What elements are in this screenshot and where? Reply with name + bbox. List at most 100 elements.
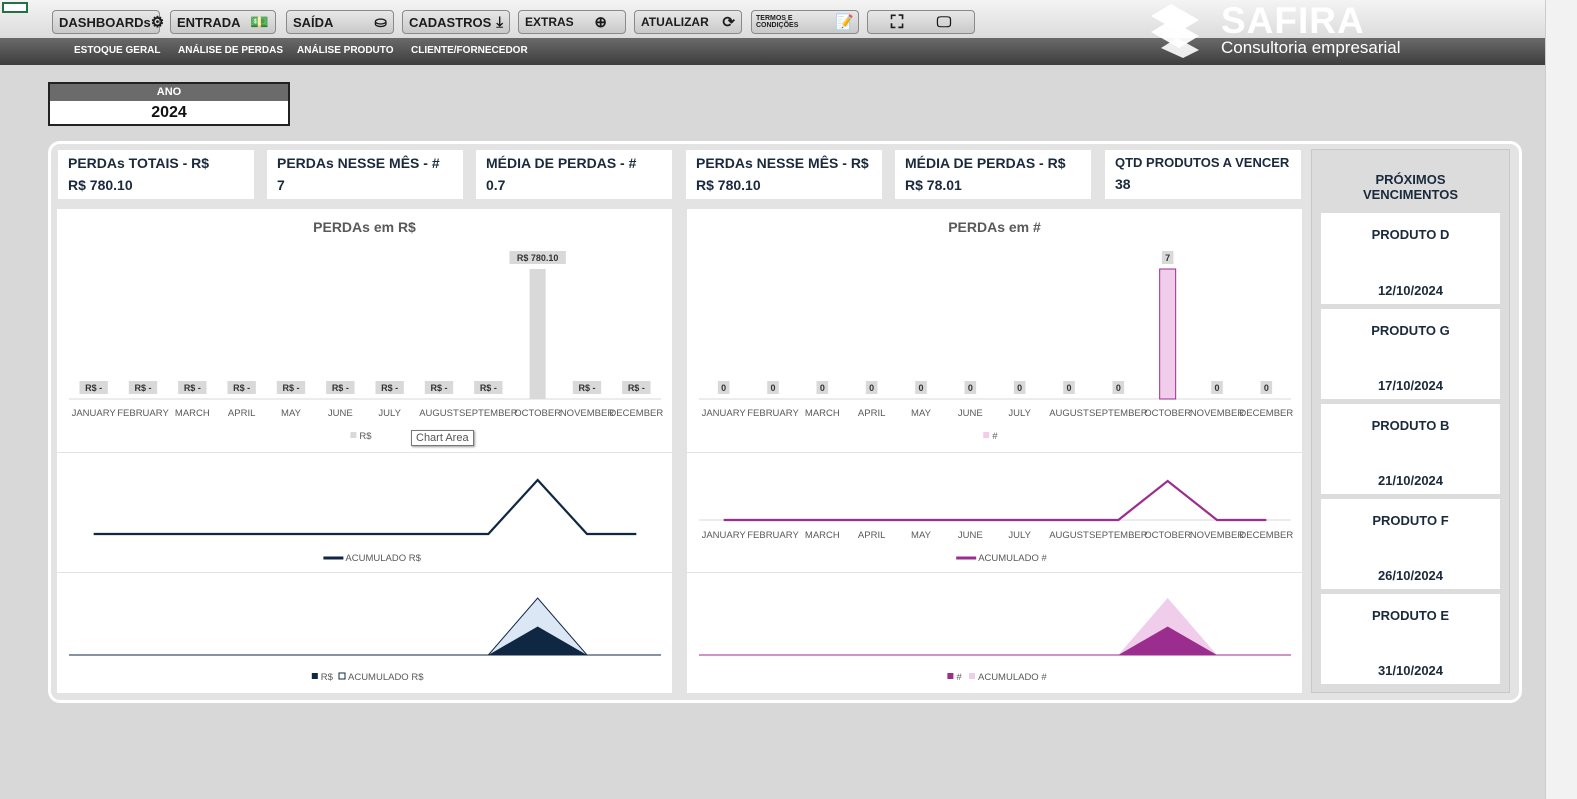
- entrada-button[interactable]: ENTRADA 💵: [170, 10, 276, 34]
- monitor-icon[interactable]: 🖵: [936, 13, 952, 31]
- chart-title: PERDAs em #: [948, 219, 1041, 235]
- kpi-title: MÉDIA DE PERDAS - #: [486, 155, 637, 171]
- legend-swatch: [983, 432, 990, 438]
- category-label: AUGUST: [419, 408, 459, 419]
- kpi-title: PERDAs NESSE MÊS - R$: [696, 155, 869, 171]
- upcoming-title-line1: PRÓXIMOS: [1375, 172, 1446, 187]
- bar: [529, 269, 546, 399]
- kpi-card-products-expiring: QTD PRODUTOS A VENCER 38: [1105, 150, 1301, 199]
- category-label: SEPTEMBER: [1089, 530, 1148, 541]
- atualizar-button[interactable]: ATUALIZAR ⟳: [634, 10, 742, 34]
- chart-area-value[interactable]: R$ ACUMULADO R$: [57, 573, 672, 693]
- category-label: OCTOBER: [1144, 530, 1191, 541]
- selected-cell[interactable]: [2, 2, 28, 13]
- year-selector[interactable]: ANO 2024: [48, 82, 290, 126]
- chart-area-count[interactable]: # ACUMULADO #: [687, 573, 1302, 693]
- data-label: R$ -: [430, 383, 447, 393]
- data-label-bg: [816, 381, 829, 394]
- category-label: OCTOBER: [514, 408, 561, 419]
- extras-button[interactable]: EXTRAS ⊕: [518, 10, 626, 34]
- expiration-card: PRODUTO E 31/10/2024: [1321, 594, 1500, 684]
- category-label: SEPTEMBER: [1089, 408, 1148, 419]
- data-label: R$ -: [85, 383, 102, 393]
- data-label-bg: [424, 381, 454, 394]
- expiration-date: 31/10/2024: [1377, 663, 1444, 678]
- legend-swatch: [338, 672, 346, 680]
- series-line: [93, 478, 637, 536]
- data-label-bg: [509, 251, 566, 264]
- year-value[interactable]: 2024: [151, 104, 187, 121]
- upcoming-title: PRÓXIMOS VENCIMENTOS: [1312, 172, 1509, 202]
- kpi-title: PERDAs NESSE MÊS - #: [277, 155, 440, 171]
- data-label-bg: [1013, 381, 1026, 394]
- data-label-bg: [326, 381, 355, 394]
- legend-label: ACUMULADO R$: [345, 553, 421, 564]
- data-label-bg: [276, 381, 306, 394]
- data-label: 0: [1264, 383, 1269, 393]
- category-label: FEBRUARY: [747, 530, 799, 541]
- refresh-icon: ⟳: [722, 14, 735, 31]
- bar: [1159, 268, 1177, 400]
- category-label: JANUARY: [72, 408, 117, 419]
- data-label-bg: [717, 381, 730, 394]
- subnav-cliente-fornecedor[interactable]: CLIENTE/FORNECEDOR: [411, 45, 528, 56]
- data-label-bg: [865, 381, 878, 394]
- data-label-bg: [128, 381, 158, 394]
- data-label-bg: [915, 381, 927, 394]
- subnav-analise-produto[interactable]: ANÁLISE PRODUTO: [297, 45, 394, 56]
- kpi-value: R$ 780.10: [68, 177, 133, 193]
- legend-label: ACUMULADO #: [978, 672, 1047, 683]
- data-label-bg: [1260, 381, 1273, 394]
- safira-logo-icon: [1151, 4, 1199, 58]
- expiration-card: PRODUTO D 12/10/2024: [1321, 213, 1500, 304]
- view-mode-button[interactable]: ⛶ 🖵: [867, 10, 975, 34]
- kpi-value: 38: [1115, 176, 1131, 192]
- dashboards-label: DASHBOARDs: [59, 14, 151, 30]
- category-label: JANUARY: [702, 530, 747, 541]
- category-label: MAY: [911, 408, 932, 419]
- category-label: APRIL: [858, 408, 885, 419]
- data-label-bg: [572, 381, 602, 394]
- chart-cumulative-value[interactable]: ACUMULADO R$: [57, 453, 672, 572]
- legend-swatch: [350, 432, 357, 438]
- chart-losses-value[interactable]: PERDAs em R$ R$ - R$ - R$ - R$ - R$ - R$ - R$ …: [57, 209, 672, 452]
- legend-label: #: [992, 431, 998, 442]
- category-label: MARCH: [175, 408, 210, 419]
- data-label: R$ -: [628, 383, 645, 393]
- subnav-estoque-geral[interactable]: ESTOQUE GERAL: [74, 45, 161, 56]
- expiration-date: 26/10/2024: [1377, 568, 1444, 583]
- category-label: JULY: [378, 408, 401, 419]
- data-label: R$ -: [282, 383, 299, 393]
- data-label-bg: [474, 381, 503, 394]
- expiration-product: PRODUTO D: [1371, 227, 1450, 242]
- kpi-value: R$ 78.01: [905, 177, 962, 193]
- dashboards-button[interactable]: DASHBOARDs ⚙: [52, 10, 164, 34]
- kpi-card-month-loss-value: PERDAs NESSE MÊS - R$ R$ 780.10: [686, 150, 882, 199]
- chart-losses-count[interactable]: PERDAs em # 0 0 0 0 0 0 0 0 0 7 0 0 JANUARY FEBRUARY M…: [687, 209, 1302, 452]
- category-label: APRIL: [228, 408, 255, 419]
- data-label: 0: [968, 383, 973, 393]
- data-label: 0: [1017, 383, 1022, 393]
- data-label-bg: [767, 381, 779, 394]
- category-label: NOVEMBER: [1190, 408, 1245, 419]
- area-chart-svg: R$ ACUMULADO R$: [69, 597, 661, 683]
- saida-button[interactable]: SAÍDA ⛀: [286, 10, 394, 34]
- terms-button[interactable]: TERMOS E CONDIÇÕES 📝: [751, 10, 859, 34]
- year-label: ANO: [50, 84, 288, 101]
- coins-icon: ⛀: [374, 14, 387, 31]
- category-label: JULY: [1008, 530, 1031, 541]
- subnav-analise-perdas[interactable]: ANÁLISE DE PERDAS: [178, 45, 284, 56]
- expiration-card: PRODUTO G 17/10/2024: [1321, 309, 1500, 399]
- plus-circle-icon: ⊕: [594, 14, 607, 31]
- kpi-title: MÉDIA DE PERDAS - R$: [905, 155, 1066, 171]
- data-label: R$ -: [134, 383, 151, 393]
- category-label: APRIL: [858, 530, 885, 541]
- category-label: FEBRUARY: [747, 408, 799, 419]
- area-series-cumulative: [723, 598, 1267, 655]
- chart-cumulative-count[interactable]: JANUARY FEBRUARY MARCH APRIL MAY JUNE JULY AUGU…: [687, 453, 1302, 572]
- data-label: 0: [1214, 383, 1219, 393]
- bar-chart-svg: 0 0 0 0 0 0 0 0 0 7 0 0 JANUARY FEBRUARY MARCH APRIL MAY…: [699, 251, 1293, 442]
- data-label: 0: [820, 383, 825, 393]
- fullscreen-icon[interactable]: ⛶: [890, 11, 904, 32]
- cadastros-button[interactable]: CADASTROS ⤓: [402, 10, 510, 34]
